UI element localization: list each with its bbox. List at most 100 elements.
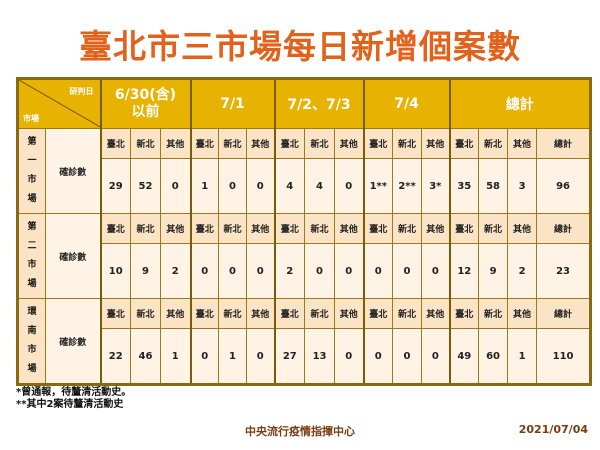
column-label: 總計 [536,298,592,329]
diagonal-divider [19,80,102,128]
column-label: 新北 [304,298,336,329]
case-count-cell: 9 [130,243,161,299]
column-label: 其他 [160,128,191,159]
case-count-cell: 0 [304,243,336,299]
column-label: 新北 [218,298,247,329]
row-label: 確診數 [45,213,101,299]
column-label: 其他 [245,128,276,159]
column-label: 其他 [421,213,451,244]
case-count-cell: 1 [218,328,247,385]
market-cell: 第二市場 [17,213,46,299]
case-count-cell: 52 [130,158,161,214]
column-label: 新北 [130,128,161,159]
column-label: 新北 [478,213,509,244]
row-label: 確診數 [45,298,101,385]
case-count-cell: 0 [334,243,365,299]
header-row: 研判日 市場 6/30(含) 以前 7/1 7/2、7/3 7/4 總計 [16,78,592,129]
case-count-cell: 0 [245,328,276,385]
column-label: 新北 [304,128,336,159]
value-row: 10 9 2 0 0 0 2 0 0 0 0 0 12 9 2 23 [18,243,592,299]
case-count-cell: 1 [160,328,191,385]
case-count-cell: 0 [421,243,451,299]
case-count-cell: 29 [99,158,131,214]
case-count-cell: 22 [99,328,131,385]
sublabel-row: 第一市場 確診數 臺北 新北 其他 臺北 新北 其他 臺北 新北 其他 臺北 新北 其他 臺北 新北 其他 總計 [17,128,592,214]
case-count-cell: 10 [99,243,131,299]
sublabel-row: 第二市場 確診數 臺北 新北 其他 臺北 新北 其他 臺北 新北 其他 臺北 新北 其他 臺北 新北 其他 總計 [17,213,592,299]
case-count-cell: 49 [448,328,480,385]
group-header: 7/1 [189,78,276,129]
column-label: 新北 [478,298,509,329]
group-header: 6/30(含) 以前 [99,78,191,129]
case-count-cell: 58 [478,158,509,214]
case-count-cell: 0 [218,158,247,214]
column-label: 臺北 [362,213,394,244]
case-count-cell: 1 [507,328,538,385]
column-label: 臺北 [273,213,306,244]
case-count-cell: 0 [218,243,247,299]
column-label: 其他 [245,298,276,329]
column-label: 其他 [245,213,276,244]
case-count-cell: 60 [478,328,509,385]
row-label: 確診數 [45,128,101,214]
case-count-cell: 2 [160,243,191,299]
column-label: 其他 [334,128,365,159]
column-label: 臺北 [99,213,131,244]
column-label: 其他 [507,213,538,244]
value-row: 22 46 1 0 1 0 27 13 0 0 0 0 49 60 1 110 [18,328,592,385]
column-label: 臺北 [189,298,219,329]
case-count-cell: 0 [392,243,423,299]
column-label: 新北 [392,128,423,159]
column-label: 臺北 [189,128,219,159]
case-count-cell: 110 [536,328,592,385]
column-label: 其他 [507,128,538,159]
case-count-cell: 0 [189,328,219,385]
case-count-cell: 13 [304,328,336,385]
case-count-cell: 0 [245,158,276,214]
column-label: 臺北 [273,298,306,329]
column-label: 其他 [160,213,191,244]
column-label: 臺北 [99,298,131,329]
corner-cell: 研判日 市場 [16,78,102,129]
column-label: 其他 [334,298,365,329]
case-table: 研判日 市場 6/30(含) 以前 7/1 7/2、7/3 7/4 總計 第一市… [16,77,593,386]
column-label: 其他 [160,298,191,329]
corner-date-label: 研判日 [69,87,94,96]
case-count-cell: 2 [507,243,538,299]
column-label: 新北 [130,298,161,329]
column-label: 臺北 [99,128,131,159]
case-count-cell: 0 [392,328,423,385]
value-row: 29 52 0 1 0 0 4 4 0 1** 2** 3* 35 58 3 96 [18,158,592,214]
case-count-cell: 0 [421,328,451,385]
case-count-cell: 0 [334,328,365,385]
column-label: 新北 [304,213,336,244]
column-label: 其他 [421,298,451,329]
market-name: 第二市場 [27,222,37,289]
column-label: 新北 [130,213,161,244]
report-date: 2021/07/04 [518,423,588,436]
case-count-cell: 0 [245,243,276,299]
case-count-cell: 9 [478,243,509,299]
column-label: 臺北 [189,213,219,244]
case-count-cell: 3* [421,158,451,214]
column-label: 新北 [478,128,509,159]
case-count-cell: 46 [130,328,161,385]
corner-market-label: 市場 [23,114,39,123]
column-label: 新北 [392,298,423,329]
market-cell: 環南市場 [17,298,46,385]
market-name: 環南市場 [27,307,37,374]
case-count-cell: 3 [507,158,538,214]
column-label: 新北 [218,213,247,244]
case-count-cell: 0 [362,243,394,299]
case-count-cell: 2 [273,243,306,299]
case-count-cell: 1** [362,158,394,214]
footnote: *曾通報，待釐清活動史。 [16,387,132,398]
column-label: 臺北 [362,128,394,159]
market-cell: 第一市場 [17,128,46,214]
column-label: 其他 [507,298,538,329]
page-title: 臺北市三市場每日新增個案數 [79,27,521,66]
case-count-cell: 96 [536,158,592,214]
case-count-cell: 4 [304,158,336,214]
column-label: 臺北 [448,213,480,244]
case-count-cell: 0 [334,158,365,214]
